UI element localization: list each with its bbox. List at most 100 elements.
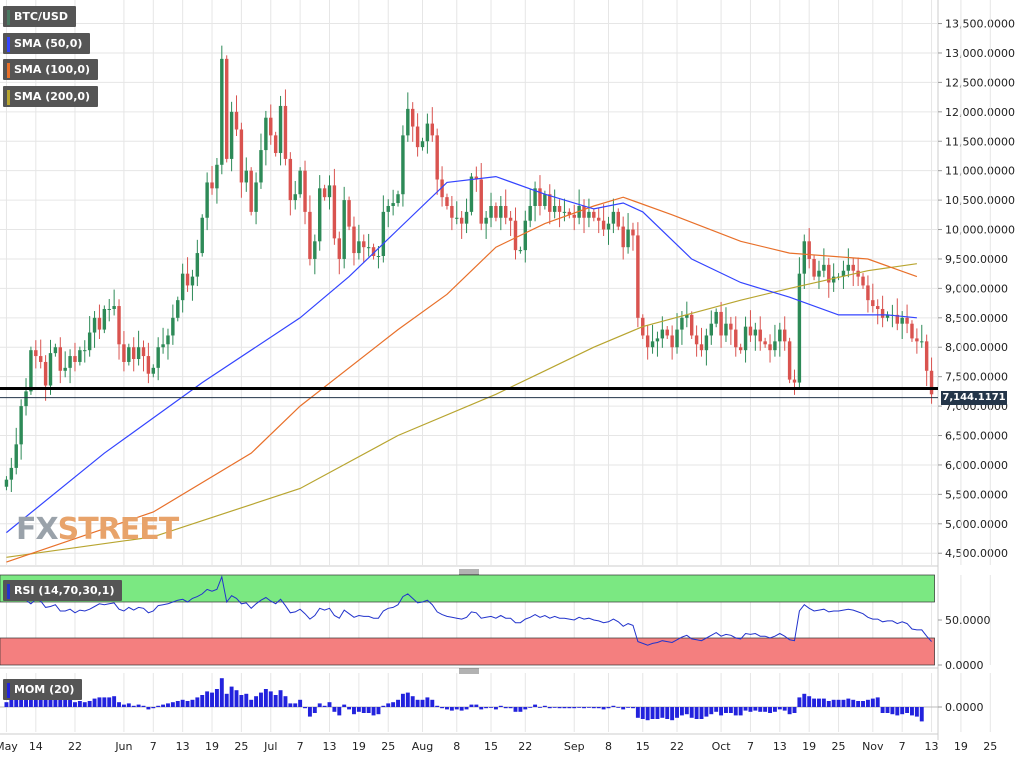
legend-rsi[interactable]: RSI (14,70,30,1) (3, 580, 123, 601)
mom-bar (885, 707, 890, 713)
candle-body (758, 329, 762, 342)
mom-bar (542, 705, 547, 707)
mom-bar (131, 705, 136, 707)
mom-bar (479, 707, 484, 710)
mom-bar (87, 701, 92, 707)
sma200-line (6, 263, 917, 558)
mom-bar (787, 707, 792, 715)
watermark-fx: FX (16, 512, 59, 547)
mom-bar (219, 678, 224, 707)
legend-sma100[interactable]: SMA (100,0) (3, 59, 99, 80)
mom-bar (459, 707, 464, 711)
mom-bar (146, 707, 151, 710)
candle-body (709, 323, 714, 336)
candle-body (513, 220, 518, 251)
mom-bar (807, 696, 812, 707)
candle-body (269, 117, 273, 136)
candle-body (298, 170, 302, 195)
candle-body (631, 229, 635, 236)
candle-body (366, 247, 371, 249)
candle-body (303, 170, 307, 212)
candle-body (474, 176, 479, 180)
candle-body (87, 332, 92, 351)
legend-sma50[interactable]: SMA (50,0) (3, 33, 91, 54)
mom-bar (596, 707, 601, 709)
legend-sma200[interactable]: SMA (200,0) (3, 86, 99, 107)
mom-bar (684, 707, 689, 715)
legend-mom[interactable]: MOM (20) (3, 679, 83, 700)
mom-bar (141, 705, 146, 707)
candle-body (122, 344, 126, 362)
mom-bar (586, 707, 591, 708)
candle-body (254, 182, 258, 212)
mom-bar (268, 691, 273, 707)
time-tick-label: 7 (150, 740, 157, 753)
mom-bar (454, 707, 459, 710)
candle-body (430, 123, 435, 136)
time-tick-label: 25 (234, 740, 248, 753)
mom-bar (263, 689, 268, 707)
candle-body (856, 270, 860, 277)
candle-body (528, 205, 532, 221)
mom-bar (645, 707, 650, 721)
candle-body (660, 329, 665, 339)
candle-body (929, 370, 934, 395)
candle-body (190, 276, 195, 286)
candle-body (29, 350, 33, 392)
candle-body (596, 217, 601, 221)
mom-bar (772, 707, 777, 712)
mom-bar (440, 707, 445, 709)
mom-bar (841, 699, 846, 707)
candle-body (748, 326, 753, 336)
mom-bar (254, 696, 259, 707)
mom-bar (102, 697, 107, 707)
mom-bar (821, 698, 826, 707)
candle-body (582, 205, 586, 218)
candle-body (699, 344, 704, 351)
time-tick-label: May (0, 740, 18, 753)
legend-btcusd[interactable]: BTC/USD (3, 6, 76, 27)
candle-body (161, 344, 165, 348)
candle-body (455, 217, 459, 219)
fxstreet-watermark: FXSTREET (16, 512, 179, 547)
mom-bar (449, 707, 454, 711)
time-tick-label: Oct (712, 740, 732, 753)
mom-bar (376, 707, 381, 715)
mom-bar (846, 698, 851, 707)
mom-bar (190, 699, 195, 707)
mom-bar (205, 691, 210, 707)
candle-body (38, 356, 43, 362)
candle-body (342, 200, 346, 259)
mom-bar (14, 697, 19, 707)
candle-body (19, 406, 23, 445)
candle-body (802, 241, 807, 274)
mom-bar (283, 696, 288, 707)
candle-body (827, 264, 831, 283)
candle-body (283, 105, 288, 159)
candle-body (180, 273, 185, 301)
mom-bar (797, 697, 802, 707)
candle-body (391, 203, 395, 206)
candle-body (680, 317, 684, 330)
mom-bar (332, 707, 337, 712)
candle-body (459, 217, 464, 224)
price-tick-label: 8,000.0000 (945, 341, 1008, 354)
candle-body (479, 179, 483, 224)
price-tick-label: 12,000.0000 (945, 106, 1015, 119)
candle-body (841, 270, 846, 277)
candle-body (636, 235, 640, 318)
candle-body (552, 205, 557, 212)
mom-bar (758, 707, 763, 712)
mom-bar (121, 704, 126, 707)
time-tick-label: 7 (899, 740, 906, 753)
mom-bar (699, 707, 704, 719)
mom-bar (498, 705, 503, 707)
candle-body (812, 258, 816, 277)
mom-bar (880, 707, 885, 713)
time-tick-label: 22 (68, 740, 82, 753)
candle-body (278, 105, 283, 154)
candle-body (9, 467, 14, 480)
mom-bar (4, 702, 9, 707)
mom-bar (239, 695, 244, 707)
